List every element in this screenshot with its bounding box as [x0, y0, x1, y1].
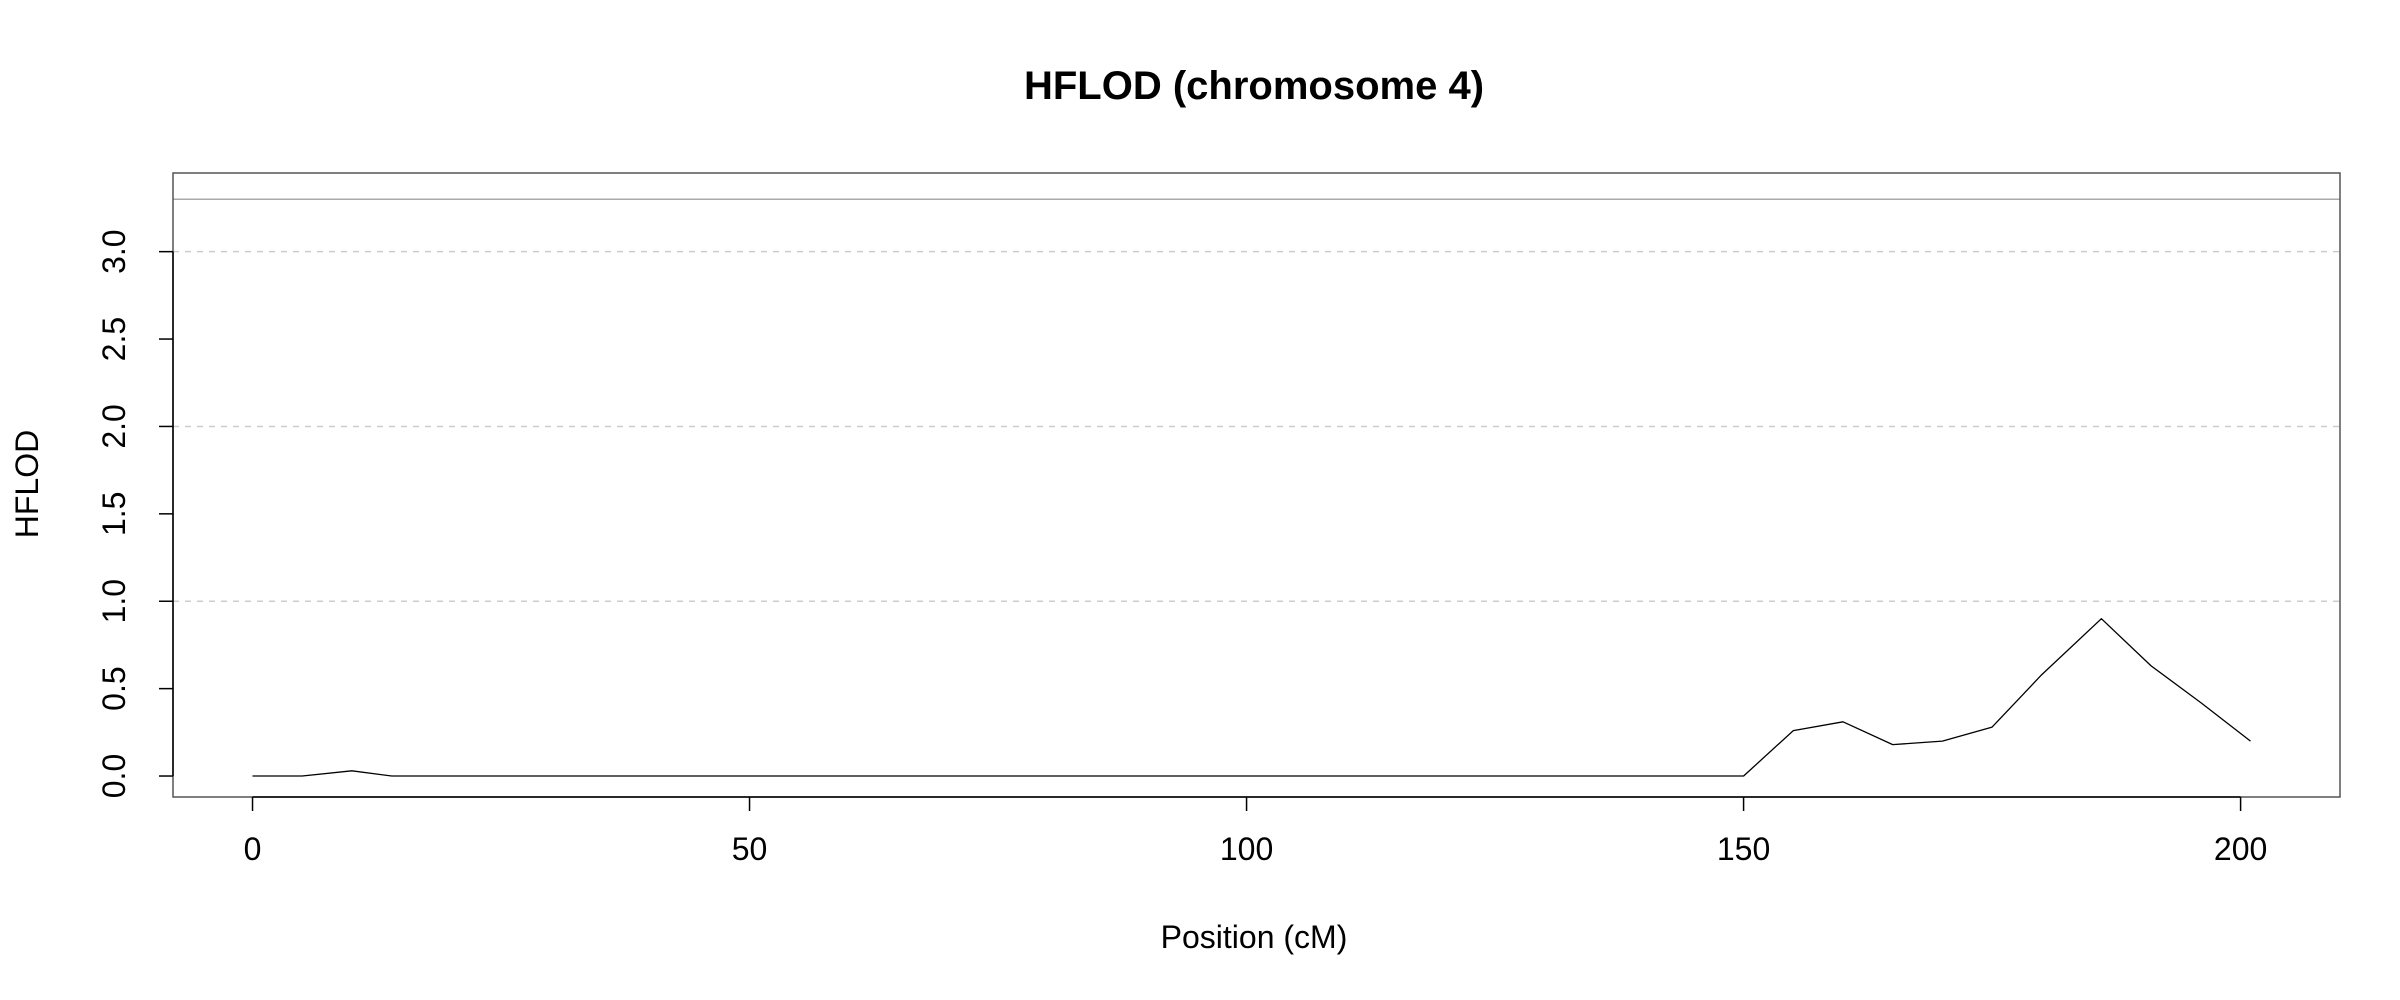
y-tick-label: 0.0	[96, 754, 132, 798]
x-axis-label: Position (cM)	[1161, 919, 1348, 955]
grid-layer	[173, 250, 2340, 602]
series-line	[252, 618, 2251, 777]
y-tick-label: 2.0	[96, 404, 132, 448]
x-tick-label: 150	[1717, 831, 1770, 867]
y-tick-label: 3.0	[96, 229, 132, 273]
y-axis: 0.0 0.5 1.0 1.5 2.0 2.5 3.0	[96, 229, 174, 798]
x-tick-label: 50	[732, 831, 768, 867]
x-tick-label: 0	[244, 831, 262, 867]
y-tick-label: 1.5	[96, 492, 132, 536]
y-tick-label: 2.5	[96, 317, 132, 361]
series-layer	[252, 618, 2251, 777]
x-tick-label: 100	[1220, 831, 1273, 867]
chart-title: HFLOD (chromosome 4)	[1024, 64, 1484, 108]
y-axis-label: HFLOD	[9, 430, 45, 538]
y-tick-label: 1.0	[96, 579, 132, 623]
x-axis: 0 50 100 150 200	[244, 796, 2267, 867]
x-tick-label: 200	[2214, 831, 2267, 867]
y-tick-label: 0.5	[96, 666, 132, 710]
